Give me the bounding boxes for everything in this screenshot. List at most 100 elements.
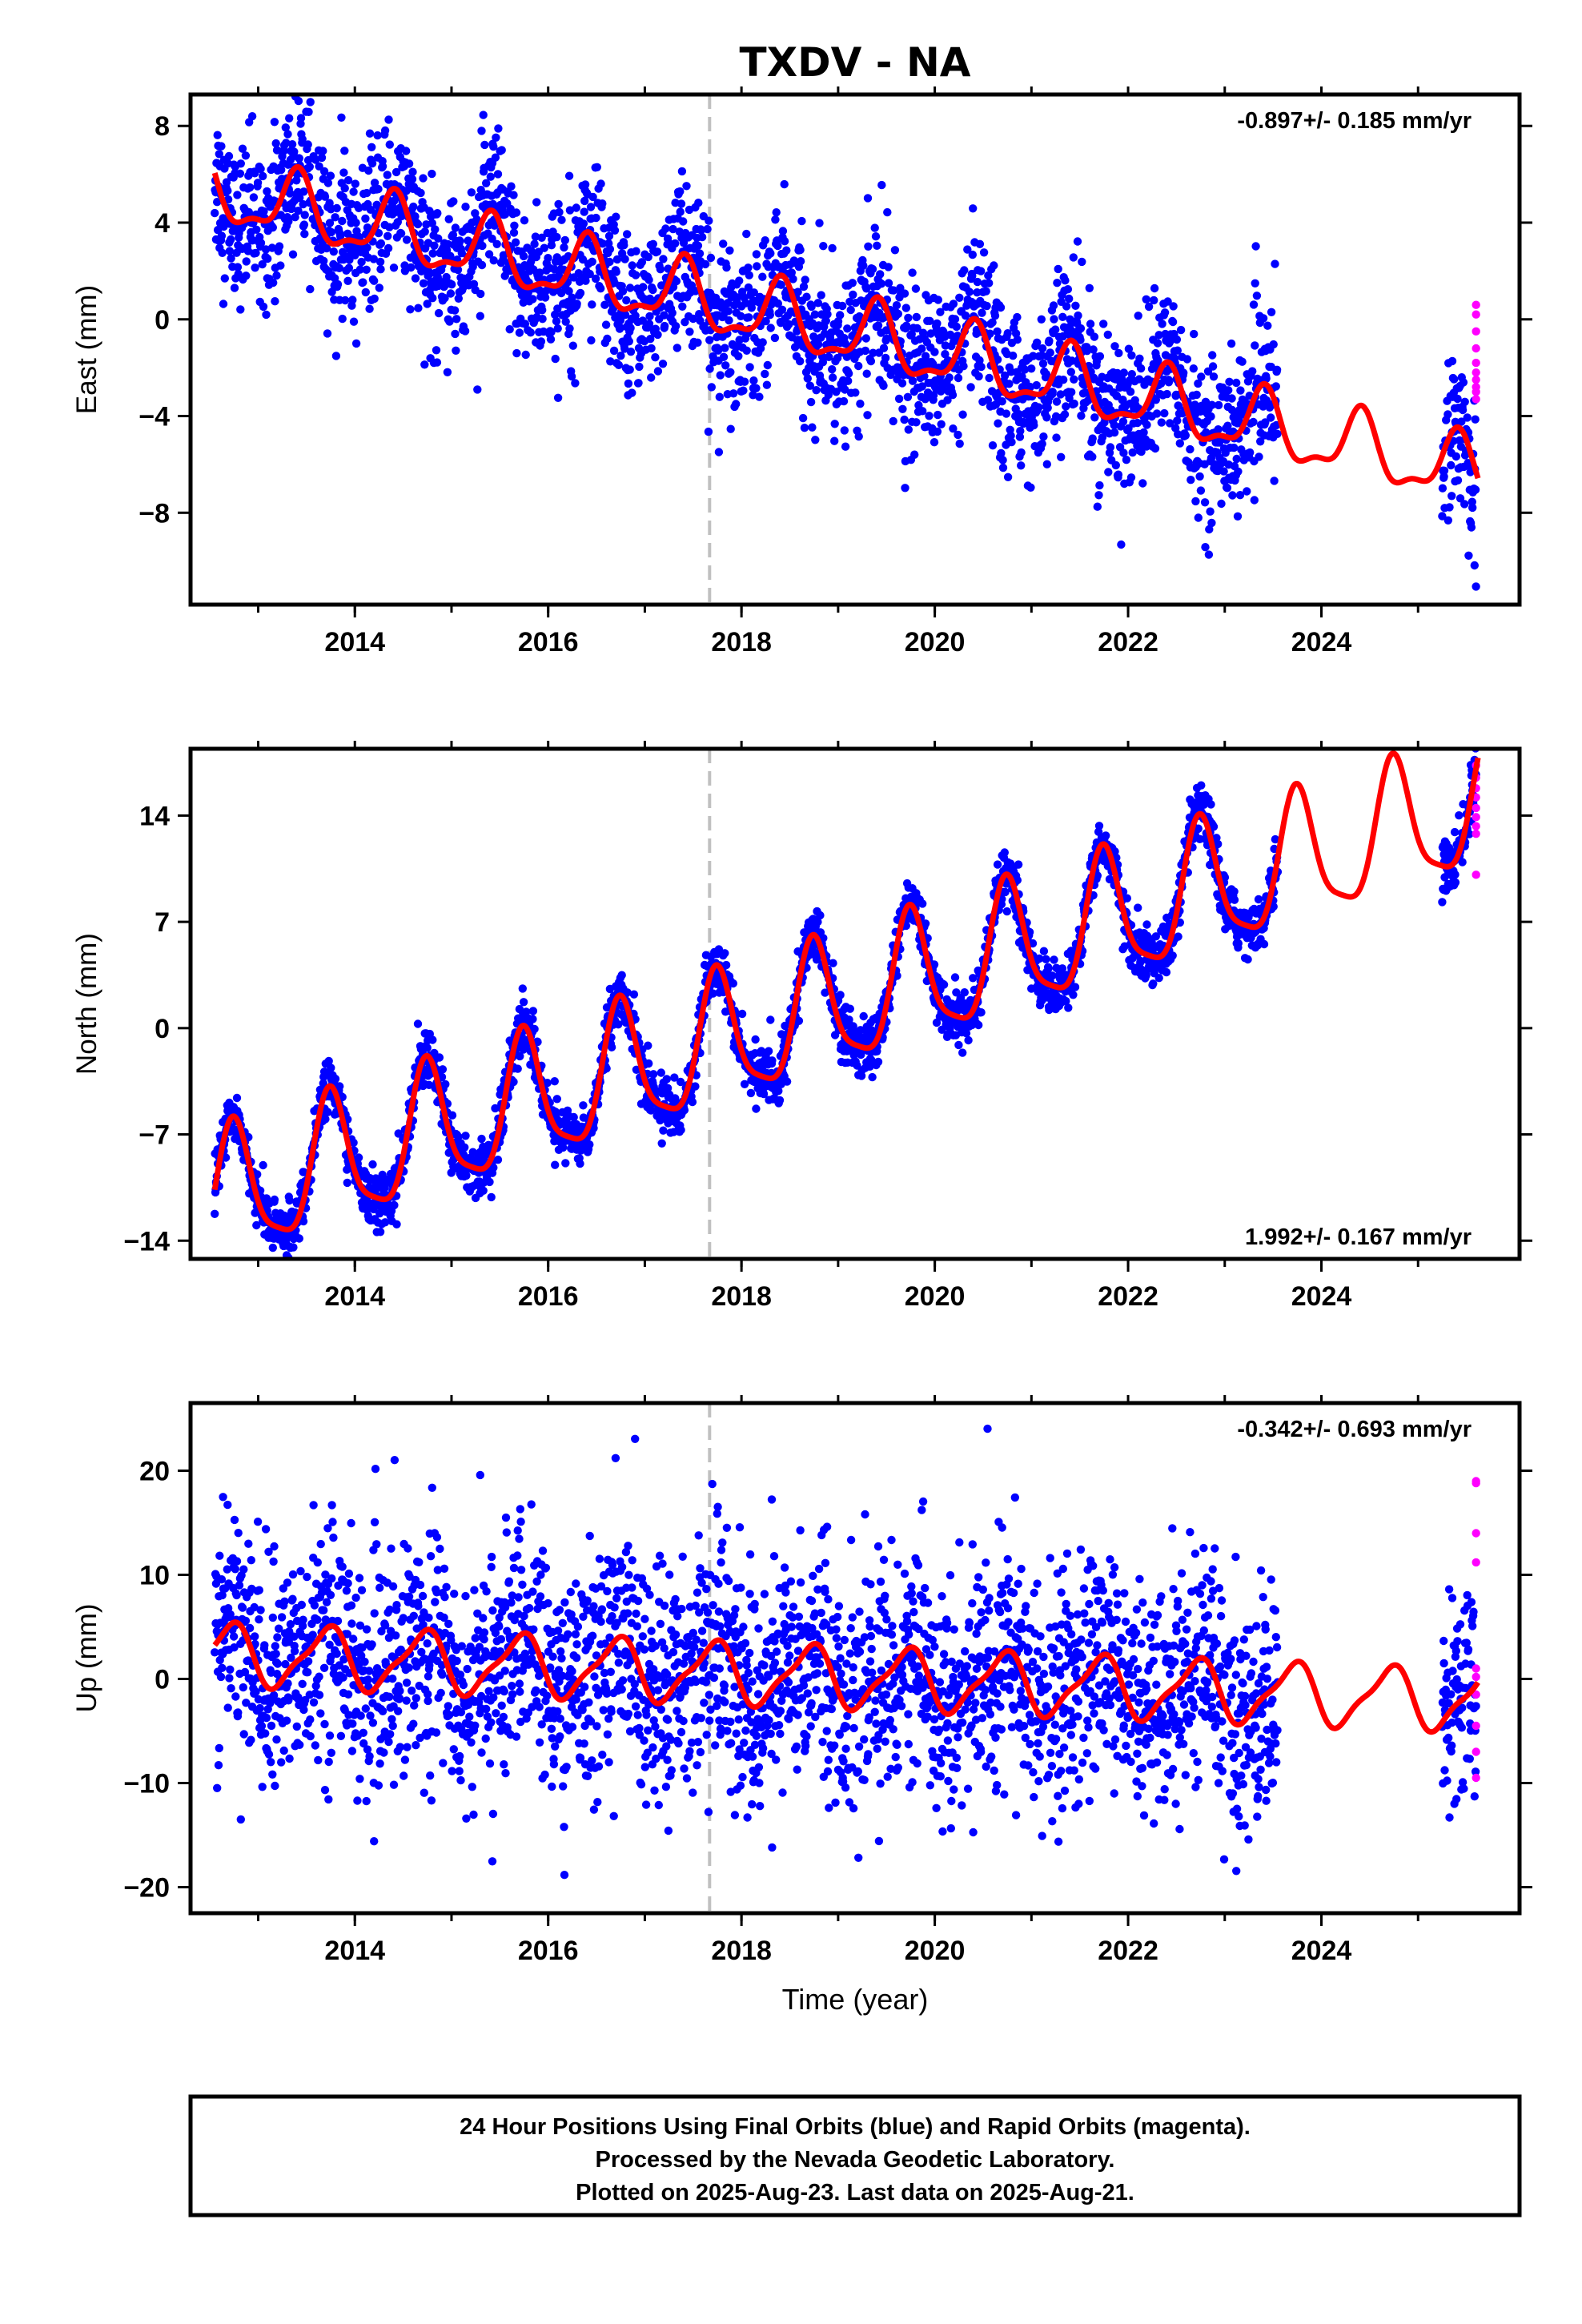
east-final-point <box>609 346 619 356</box>
east-final-point <box>673 344 681 352</box>
north-final-point <box>777 1030 786 1039</box>
north-final-point <box>662 1075 671 1084</box>
east-final-point <box>900 415 909 424</box>
east-final-point <box>319 167 329 176</box>
east-final-point <box>620 310 630 320</box>
east-final-point <box>351 179 359 188</box>
east-final-point <box>817 291 825 300</box>
north-final-point <box>289 1243 298 1252</box>
east-final-point <box>719 239 728 248</box>
east-final-point <box>1026 383 1035 392</box>
east-final-point <box>509 191 518 199</box>
east-final-point <box>351 339 361 348</box>
east-final-point <box>1152 409 1162 418</box>
east-final-point <box>235 169 245 178</box>
north-final-point <box>487 1192 496 1202</box>
east-final-point <box>996 303 1006 312</box>
east-final-point <box>625 365 634 374</box>
east-final-point <box>1144 302 1154 312</box>
east-final-point <box>1201 543 1210 552</box>
east-final-point <box>1160 308 1170 317</box>
east-final-point <box>749 376 758 385</box>
east-final-point <box>493 170 503 179</box>
east-final-point <box>331 352 341 360</box>
east-final-point <box>955 439 964 448</box>
east-final-point <box>1194 513 1203 522</box>
north-final-point <box>764 1047 773 1055</box>
east-final-point <box>815 219 824 227</box>
east-final-point <box>1250 496 1259 505</box>
east-final-point <box>732 400 741 408</box>
east-final-point <box>1166 419 1174 428</box>
east-final-point <box>913 324 921 333</box>
east-final-point <box>271 139 280 148</box>
north-final-point <box>428 1035 437 1044</box>
east-final-point <box>805 381 814 390</box>
east-ytick-label: 0 <box>155 305 170 336</box>
east-final-point <box>453 265 463 275</box>
east-final-point <box>735 276 744 285</box>
east-final-point <box>509 228 519 237</box>
north-final-point <box>845 1004 855 1013</box>
east-final-point <box>365 129 375 138</box>
north-final-point <box>299 1216 308 1226</box>
east-final-point <box>936 308 945 316</box>
north-final-point <box>1044 964 1053 973</box>
east-final-point <box>1003 329 1012 338</box>
east-final-point <box>408 175 417 183</box>
east-final-point <box>1053 279 1062 287</box>
east-final-point <box>628 388 636 397</box>
east-final-point <box>610 226 620 235</box>
east-final-point <box>854 432 863 441</box>
east-final-point <box>251 263 259 272</box>
north-final-point <box>375 1209 384 1218</box>
east-final-point <box>988 441 998 450</box>
east-final-point <box>1227 339 1236 348</box>
east-final-point <box>564 287 573 296</box>
east-final-point <box>1060 410 1070 419</box>
east-final-point <box>532 198 541 207</box>
east-final-point <box>828 365 837 374</box>
north-final-point <box>299 1168 308 1176</box>
east-xtick-label: 2016 <box>518 627 579 657</box>
east-final-point <box>1042 370 1051 379</box>
north-final-point <box>918 899 927 908</box>
east-final-point <box>489 256 498 265</box>
east-final-point <box>343 276 352 285</box>
north-final-point <box>448 1111 457 1120</box>
east-final-point <box>262 310 271 320</box>
east-final-point <box>215 150 223 159</box>
east-final-point <box>618 287 628 296</box>
east-final-point <box>954 373 963 383</box>
east-final-point <box>1450 375 1459 384</box>
east-final-point <box>828 243 837 253</box>
east-final-point <box>565 206 575 215</box>
east-final-point <box>796 245 805 255</box>
north-final-point <box>550 1077 559 1086</box>
north-final-point <box>295 1234 303 1243</box>
east-final-point <box>1163 297 1172 306</box>
east-final-point <box>1065 294 1074 304</box>
east-final-point <box>1013 312 1022 322</box>
east-final-point <box>1158 320 1166 328</box>
east-final-point <box>1090 413 1099 422</box>
east-final-point <box>605 257 614 267</box>
east-final-point <box>1026 483 1035 492</box>
east-final-point <box>1135 354 1144 363</box>
east-final-point <box>998 456 1007 464</box>
east-final-point <box>292 176 301 185</box>
east-final-point <box>402 235 412 244</box>
east-final-point <box>223 195 233 204</box>
east-final-point <box>849 290 857 300</box>
east-final-point <box>1048 388 1057 396</box>
north-final-point <box>768 1056 777 1065</box>
east-final-point <box>500 271 509 280</box>
east-final-point <box>685 328 694 336</box>
east-final-point <box>898 404 907 413</box>
east-final-point <box>615 324 624 333</box>
east-final-point <box>428 294 437 303</box>
east-final-point <box>571 379 580 388</box>
east-final-point <box>1249 417 1258 427</box>
east-final-point <box>773 241 782 251</box>
